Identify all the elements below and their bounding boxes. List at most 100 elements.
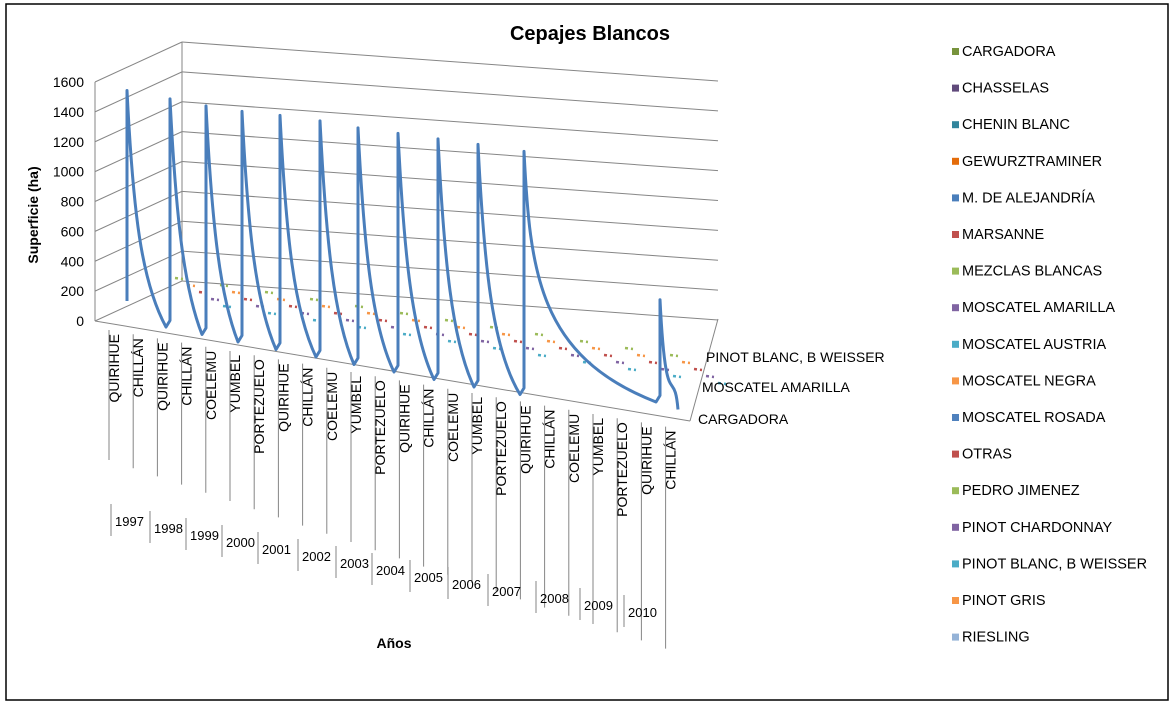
minor-series-mark (525, 346, 535, 351)
gridline-back (181, 131, 719, 172)
x-tick-label: PORTEZUELO (493, 401, 509, 496)
right-floor-edge (689, 318, 719, 422)
legend-swatch (952, 633, 959, 641)
minor-series-mark (546, 339, 556, 344)
minor-series-mark (603, 353, 613, 358)
minor-series-mark (624, 346, 634, 351)
minor-series-mark (579, 339, 589, 344)
legend-label: OTRAS (962, 447, 1012, 463)
minor-series-mark (501, 332, 511, 337)
gridline-back (181, 190, 719, 231)
minor-series-mark (558, 346, 568, 351)
year-label: 2000 (226, 535, 255, 550)
x-tick-label: YUMBEL (469, 397, 485, 455)
chart-frame (5, 3, 1169, 701)
legend-label: CARGADORA (962, 44, 1056, 60)
legend-label: GEWURZTRAMINER (962, 154, 1102, 170)
minor-series-mark (378, 318, 388, 323)
minor-series-mark (174, 276, 184, 281)
x-tick-label: CHILLÁN (421, 389, 437, 448)
legend-label: PINOT GRIS (962, 593, 1046, 609)
x-tick-label: COELEMU (203, 351, 219, 420)
minor-series-mark (288, 304, 298, 309)
y-tick-labels: 0 200 400 600 800 1000 1200 1400 1600 (53, 74, 84, 329)
legend-swatch (952, 560, 959, 568)
minor-series-mark (321, 304, 331, 309)
minor-series-mark (468, 332, 478, 337)
minor-series-mark (309, 297, 319, 302)
year-label: 1999 (190, 528, 219, 543)
gridline-left (94, 131, 183, 173)
main-series-line (125, 88, 680, 410)
y-axis-title: Superficie (ha) (25, 166, 41, 263)
minor-series-mark (345, 318, 355, 323)
minor-series-mark (648, 360, 658, 365)
gridline-back (181, 250, 719, 291)
minor-series-mark (354, 304, 364, 309)
minor-series-mark (627, 367, 637, 372)
minor-series-mark (717, 381, 727, 386)
year-label: 2006 (452, 577, 481, 592)
gridline-back (181, 220, 719, 261)
minor-series-mark (456, 325, 466, 330)
legend-label: MOSCATEL ROSADA (962, 410, 1106, 426)
legend-swatch (952, 157, 959, 165)
x-tick-label: PORTEZUELO (251, 359, 267, 454)
legend-swatch (952, 304, 959, 312)
legend-label: MOSCATEL AUSTRIA (962, 337, 1107, 353)
legend-label: M. DE ALEJANDRÍA (962, 189, 1095, 206)
minor-series-mark (444, 318, 454, 323)
minor-series-mark (423, 325, 433, 330)
legend-label: PINOT BLANC, B WEISSER (962, 556, 1147, 572)
legend: CARGADORA CHASSELAS CHENIN BLANC GEWURZTRAM… (952, 44, 1147, 646)
y-tick-label: 1200 (53, 134, 84, 150)
minor-series-mark (333, 311, 343, 316)
minor-series-mark (591, 346, 601, 351)
minor-series-mark (402, 332, 412, 337)
minor-series-mark (231, 290, 241, 295)
minor-series-mark (447, 339, 457, 344)
year-label: 2005 (414, 570, 443, 585)
legend-swatch (952, 267, 959, 275)
minor-series-mark (681, 360, 691, 365)
chart-title: Cepajes Blancos (510, 23, 670, 45)
minor-series-mark (264, 290, 274, 295)
year-labels: 1997 1998 1999 2000 2001 2002 2003 2004 2005 2006… (110, 504, 657, 627)
legend-swatch (952, 340, 959, 348)
y-tick-label: 200 (61, 283, 85, 299)
gridline-left (94, 101, 183, 143)
x-tick-label: PORTEZUELO (372, 380, 388, 475)
x-tick-label: QUIRIHUE (154, 342, 170, 410)
legend-swatch (952, 121, 959, 129)
legend-label: RIESLING (962, 630, 1030, 646)
minor-series-mark (210, 297, 220, 302)
x-tick-label: YUMBEL (590, 418, 606, 476)
x-tick-label: COELEMU (324, 372, 340, 441)
x-tick-label: COELEMU (566, 414, 582, 483)
minor-series-mark (222, 304, 232, 309)
minor-series-mark (492, 346, 502, 351)
x-axis-title: Años (377, 635, 412, 651)
x-tick-label: CHILLÁN (179, 347, 195, 406)
minor-series-mark (267, 311, 277, 316)
legend-swatch (952, 450, 959, 458)
year-label: 1998 (154, 521, 183, 536)
main-series-path (125, 88, 680, 410)
gridline-back (181, 41, 719, 82)
minor-series-mark (276, 297, 286, 302)
legend-label: CHENIN BLANC (962, 117, 1070, 133)
y-tick-label: 600 (61, 223, 85, 239)
x-tick-labels: QUIRIHUE CHILLÁN QUIRIHUE CHILLÁN COELEMU YUM… (106, 330, 679, 649)
gridline-left (94, 71, 183, 113)
x-tick-label: YUMBEL (348, 376, 364, 434)
year-label: 2010 (628, 605, 657, 620)
legend-swatch (952, 194, 959, 202)
x-tick-label: CHILLÁN (130, 338, 146, 397)
minor-series-mark (705, 374, 715, 379)
minor-series-mark (570, 353, 580, 358)
gridline-back (181, 101, 719, 142)
minor-series-mark (480, 339, 490, 344)
minor-series-mark (411, 318, 421, 323)
x-tick-label: CHILLÁN (542, 410, 558, 469)
minor-series-mark (399, 311, 409, 316)
